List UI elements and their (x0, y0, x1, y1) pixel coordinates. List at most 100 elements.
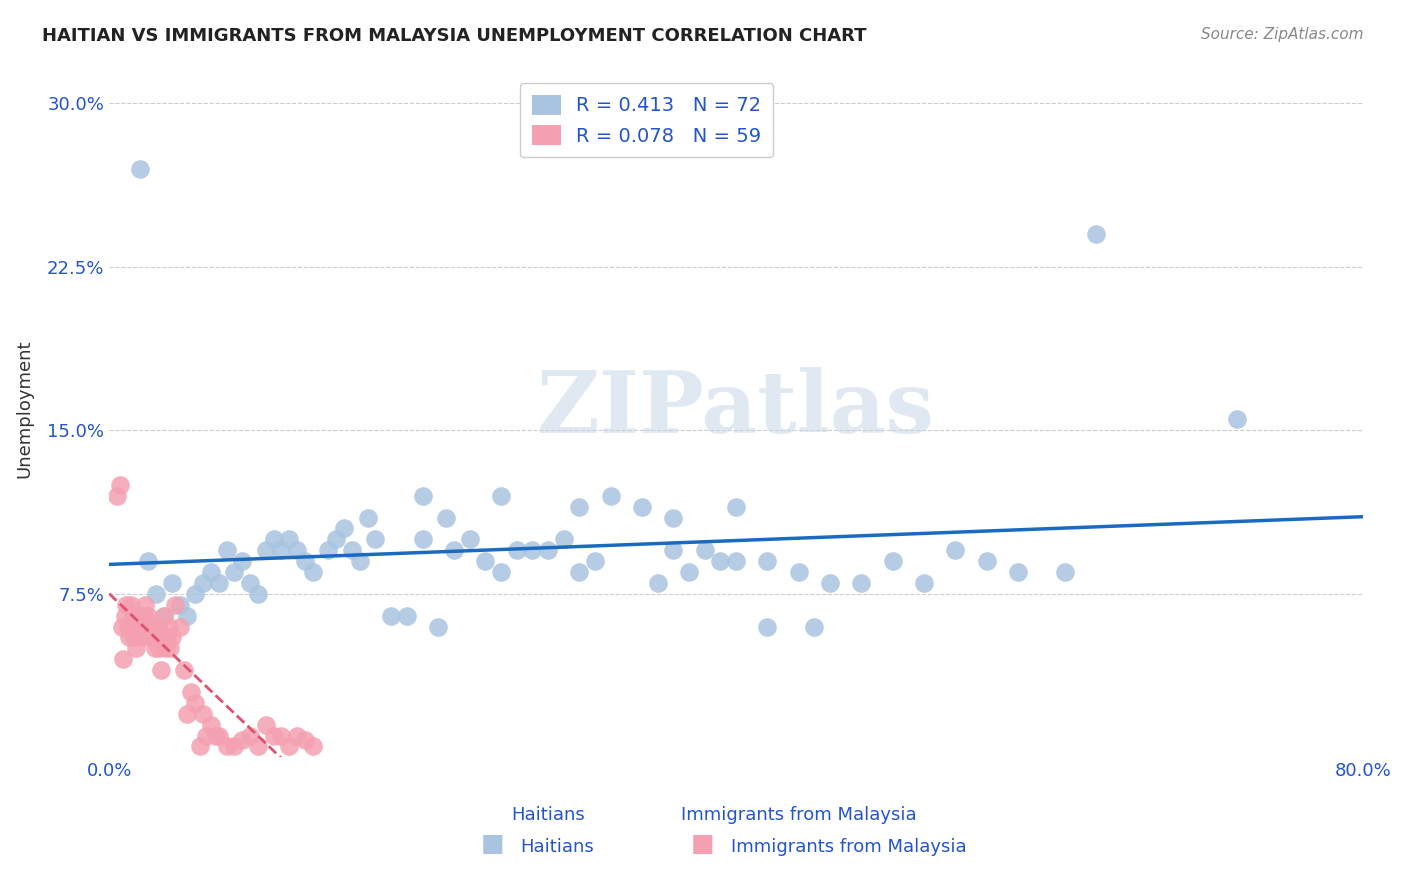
Text: HAITIAN VS IMMIGRANTS FROM MALAYSIA UNEMPLOYMENT CORRELATION CHART: HAITIAN VS IMMIGRANTS FROM MALAYSIA UNEM… (42, 27, 866, 45)
Point (135, 619, 157, 633)
Point (756, 619, 779, 633)
Point (191, 576, 214, 591)
Point (1226, 412, 1249, 426)
Point (129, 161, 152, 176)
Point (224, 565, 246, 579)
Point (882, 554, 904, 568)
Point (1053, 565, 1076, 579)
Point (149, 663, 172, 677)
Point (118, 631, 141, 645)
Point (943, 543, 966, 558)
Point (458, 533, 481, 547)
Point (553, 533, 575, 547)
Text: Haitians: Haitians (510, 806, 585, 824)
Point (912, 576, 935, 591)
Point (204, 729, 226, 743)
Point (333, 521, 356, 535)
Point (294, 733, 316, 747)
Point (169, 598, 191, 612)
Point (434, 510, 457, 524)
Point (803, 619, 825, 633)
Point (224, 739, 246, 754)
Point (724, 554, 747, 568)
Point (146, 619, 169, 633)
Point (148, 641, 170, 656)
Point (143, 641, 166, 656)
Point (200, 565, 222, 579)
Point (132, 608, 155, 623)
Point (134, 598, 156, 612)
Point (176, 608, 198, 623)
Point (787, 565, 810, 579)
Point (318, 543, 340, 558)
Point (239, 576, 262, 591)
Point (115, 598, 138, 612)
Point (239, 729, 262, 743)
Point (191, 706, 214, 721)
Point (756, 554, 779, 568)
Point (599, 489, 621, 503)
Point (131, 631, 153, 645)
Point (724, 500, 747, 514)
Point (254, 543, 277, 558)
Point (489, 565, 512, 579)
Point (427, 619, 450, 633)
Point (180, 685, 202, 699)
Point (121, 608, 143, 623)
Point (278, 739, 301, 754)
Y-axis label: Unemployment: Unemployment (15, 339, 32, 478)
Point (125, 641, 148, 656)
Point (153, 608, 176, 623)
Point (411, 489, 433, 503)
Point (136, 608, 159, 623)
Point (278, 533, 301, 547)
Point (678, 565, 700, 579)
Point (537, 543, 560, 558)
Point (568, 565, 591, 579)
Point (160, 576, 183, 591)
Point (145, 587, 167, 601)
Point (325, 533, 347, 547)
Point (108, 478, 131, 492)
Point (709, 554, 731, 568)
Point (364, 533, 387, 547)
Point (173, 663, 195, 677)
Point (176, 706, 198, 721)
Point (662, 543, 685, 558)
Point (301, 739, 323, 754)
Point (139, 631, 162, 645)
Point (474, 554, 496, 568)
Point (349, 554, 371, 568)
Point (152, 631, 174, 645)
Point (208, 729, 231, 743)
Text: Immigrants from Malaysia: Immigrants from Malaysia (731, 838, 967, 856)
Point (270, 543, 292, 558)
Point (568, 500, 591, 514)
Point (647, 576, 669, 591)
Point (195, 729, 218, 743)
Text: Immigrants from Malaysia: Immigrants from Malaysia (681, 806, 917, 824)
Point (200, 717, 222, 731)
Point (163, 598, 186, 612)
Point (395, 608, 418, 623)
Point (156, 631, 179, 645)
Point (662, 510, 685, 524)
Point (160, 631, 183, 645)
Point (111, 619, 134, 633)
Point (114, 608, 136, 623)
Point (818, 576, 841, 591)
Text: Source: ZipAtlas.com: Source: ZipAtlas.com (1201, 27, 1364, 42)
Point (215, 543, 238, 558)
Point (340, 543, 363, 558)
Point (380, 608, 402, 623)
Point (188, 739, 211, 754)
Point (522, 543, 544, 558)
Point (184, 587, 207, 601)
Text: ■: ■ (692, 832, 714, 856)
Point (246, 587, 269, 601)
Point (208, 576, 231, 591)
Point (142, 619, 165, 633)
Point (285, 543, 308, 558)
Point (215, 739, 238, 754)
Point (263, 533, 285, 547)
